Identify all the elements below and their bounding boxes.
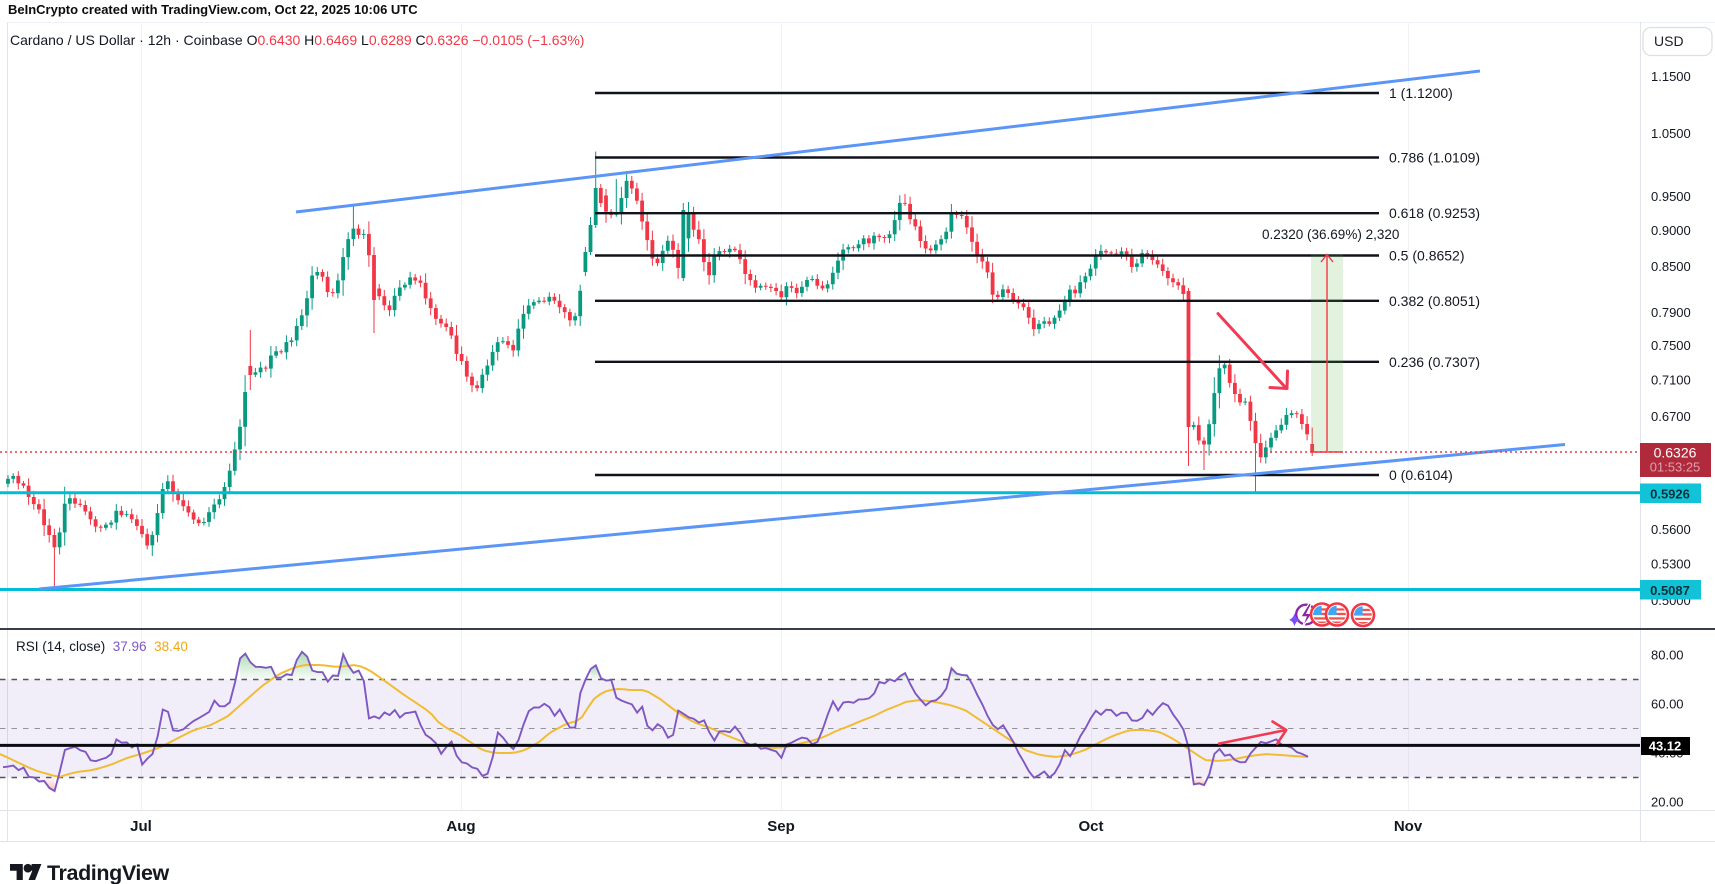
svg-text:0.9000: 0.9000 xyxy=(1651,223,1691,238)
svg-text:0.5926: 0.5926 xyxy=(1650,487,1690,502)
svg-text:Nov: Nov xyxy=(1394,818,1423,835)
svg-text:0.236 (0.7307): 0.236 (0.7307) xyxy=(1389,354,1480,370)
svg-text:RSI (14, close) 37.96 38.40: RSI (14, close) 37.96 38.40 xyxy=(16,639,188,654)
svg-text:0.2320 (36.69%) 2,320: 0.2320 (36.69%) 2,320 xyxy=(1262,227,1399,242)
svg-text:43.12: 43.12 xyxy=(1649,739,1682,754)
svg-text:0.7100: 0.7100 xyxy=(1651,372,1691,387)
svg-text:0.382 (0.8051): 0.382 (0.8051) xyxy=(1389,293,1480,309)
svg-text:0.6700: 0.6700 xyxy=(1651,409,1691,424)
svg-text:20.00: 20.00 xyxy=(1651,795,1684,810)
svg-text:01:53:25: 01:53:25 xyxy=(1650,460,1701,475)
svg-text:0.7900: 0.7900 xyxy=(1651,305,1691,320)
svg-text:Cardano / US Dollar · 12h · Co: Cardano / US Dollar · 12h · Coinbase O0.… xyxy=(10,32,584,48)
svg-text:1.0500: 1.0500 xyxy=(1651,126,1691,141)
svg-text:0.8500: 0.8500 xyxy=(1651,259,1691,274)
svg-text:0.5 (0.8652): 0.5 (0.8652) xyxy=(1389,248,1465,264)
svg-text:USD: USD xyxy=(1654,33,1684,49)
svg-text:0.6326: 0.6326 xyxy=(1654,445,1697,461)
svg-text:0 (0.6104): 0 (0.6104) xyxy=(1389,467,1453,483)
svg-text:0.9500: 0.9500 xyxy=(1651,189,1691,204)
svg-text:60.00: 60.00 xyxy=(1651,697,1684,712)
svg-text:0.618 (0.9253): 0.618 (0.9253) xyxy=(1389,205,1480,221)
svg-text:0.5600: 0.5600 xyxy=(1651,522,1691,537)
svg-text:Aug: Aug xyxy=(446,818,475,835)
svg-text:0.786 (1.0109): 0.786 (1.0109) xyxy=(1389,150,1480,166)
svg-text:BeInCrypto created with Tradin: BeInCrypto created with TradingView.com,… xyxy=(8,2,418,17)
svg-text:80.00: 80.00 xyxy=(1651,648,1684,663)
svg-text:Sep: Sep xyxy=(767,818,795,835)
svg-text:1 (1.1200): 1 (1.1200) xyxy=(1389,85,1453,101)
svg-text:TradingView: TradingView xyxy=(47,861,170,884)
svg-text:0.5087: 0.5087 xyxy=(1650,583,1690,598)
svg-text:Oct: Oct xyxy=(1078,818,1103,835)
svg-text:1.1500: 1.1500 xyxy=(1651,69,1691,84)
svg-text:0.7500: 0.7500 xyxy=(1651,338,1691,353)
svg-text:0.5300: 0.5300 xyxy=(1651,556,1691,571)
svg-text:Jul: Jul xyxy=(130,818,152,835)
